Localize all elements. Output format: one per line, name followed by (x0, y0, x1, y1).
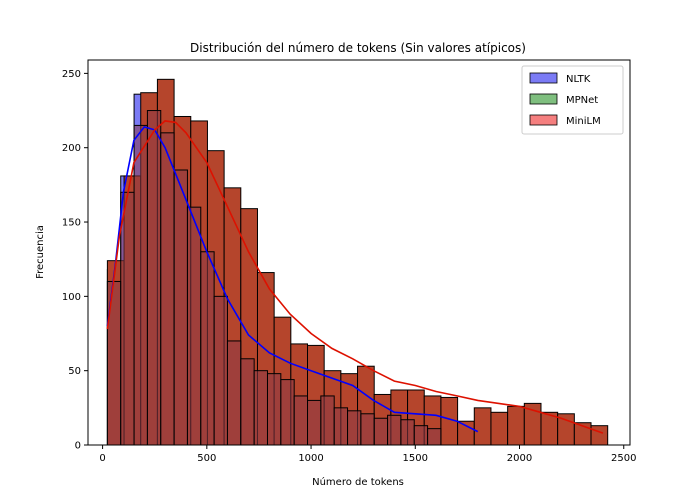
minilm-bar (507, 405, 525, 446)
mpnet-bar (160, 132, 175, 446)
x-tick-label: 1500 (403, 453, 428, 464)
legend-label: NLTK (566, 74, 591, 85)
x-axis-title: Número de tokens (312, 476, 404, 488)
minilm-bar (590, 425, 609, 446)
mpnet-bar (387, 414, 402, 446)
mpnet-bar (186, 206, 202, 446)
mpnet-bar (120, 191, 135, 446)
mpnet-bar (213, 295, 228, 446)
x-tick-label: 500 (197, 453, 216, 464)
mpnet-bar (226, 340, 242, 446)
x-tick-label: 2500 (611, 453, 636, 464)
mpnet-bar (266, 373, 282, 446)
chart-title: Distribución del número de tokens (Sin v… (190, 41, 526, 55)
mpnet-bar (240, 358, 255, 446)
mpnet-bar (293, 395, 309, 446)
legend-label: MPNet (566, 95, 598, 106)
mpnet-bar (333, 407, 349, 446)
x-tick-label: 0 (99, 453, 105, 464)
mpnet-bar (253, 370, 268, 446)
legend-swatch (529, 93, 558, 105)
mpnet-bar (413, 425, 429, 446)
mpnet-bar (307, 399, 322, 446)
y-tick-label: 100 (62, 292, 81, 303)
minilm-bar (473, 407, 492, 446)
mpnet-bar (427, 428, 442, 446)
y-tick-label: 0 (75, 441, 81, 452)
legend: NLTK MPNet MiniLM (521, 65, 624, 135)
mpnet-bar (373, 417, 389, 446)
mpnet-bar (360, 413, 375, 446)
mpnet-bar (146, 110, 162, 446)
legend-swatch (529, 114, 558, 126)
legend-swatch (529, 72, 558, 84)
mpnet-bar (173, 169, 188, 446)
mpnet-bar (347, 410, 362, 446)
y-tick-label: 50 (68, 366, 81, 377)
y-tick-label: 250 (62, 69, 81, 80)
nltk-kde-line (106, 125, 479, 433)
ticks: 0 500 1000 1500 2000 2500 0 50 100 150 200 250 (62, 69, 637, 464)
y-axis-title: Frecuencia (35, 225, 46, 279)
mpnet-bar (320, 395, 335, 446)
mpnet-bar (280, 379, 295, 446)
x-tick-label: 1000 (298, 453, 323, 464)
plot-area (106, 78, 609, 446)
plot-frame (87, 59, 631, 446)
mpnet-bar (200, 251, 215, 446)
legend-label: MiniLM (566, 116, 601, 127)
y-tick-label: 150 (62, 218, 81, 229)
y-tick-label: 200 (62, 143, 81, 154)
mpnet-bar (133, 124, 148, 446)
minilm-bar (490, 411, 509, 446)
minilm-kde-line (106, 120, 604, 434)
x-tick-label: 2000 (507, 453, 532, 464)
mpnet-bar (400, 419, 415, 446)
